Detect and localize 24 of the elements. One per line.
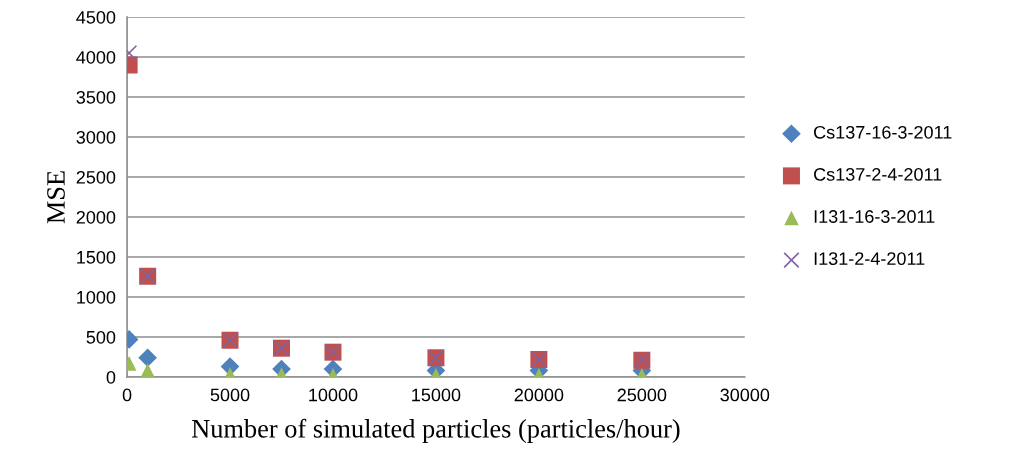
y-tick-label: 1000 bbox=[77, 290, 116, 304]
legend-label: I131-16-3-2011 bbox=[814, 210, 935, 223]
y-tick-label: 3000 bbox=[76, 130, 116, 144]
legend-label: I131-2-4-2011 bbox=[814, 252, 925, 266]
y-axis-title: MSE bbox=[47, 171, 65, 224]
y-tick-label: 3500 bbox=[76, 90, 116, 104]
y-tick-label: 1500 bbox=[77, 250, 116, 264]
x-tick-label: 0 bbox=[122, 388, 132, 402]
x-tick-label: 5000 bbox=[210, 388, 250, 402]
x-tick-label: 30000 bbox=[720, 388, 770, 402]
legend-label: Cs137-16-3-2011 bbox=[814, 125, 952, 139]
x-tick-label: 15000 bbox=[412, 388, 461, 402]
x-tick-label: 25000 bbox=[617, 388, 667, 402]
y-tick-label: 500 bbox=[86, 330, 116, 344]
x-tick-label: 10000 bbox=[309, 388, 358, 402]
x-axis-title: Number of simulated particles (particles/hour) bbox=[191, 418, 680, 444]
y-tick-label: 2500 bbox=[76, 170, 116, 184]
y-tick-label: 0 bbox=[106, 370, 116, 384]
point bbox=[138, 348, 157, 368]
x-tick-label: 20000 bbox=[514, 388, 564, 402]
y-tick-label: 4500 bbox=[76, 10, 116, 24]
y-tick-label: 4000 bbox=[76, 50, 116, 64]
legend-label: Cs137-2-4-2011 bbox=[814, 168, 942, 181]
y-tick-label: 2000 bbox=[76, 210, 116, 224]
